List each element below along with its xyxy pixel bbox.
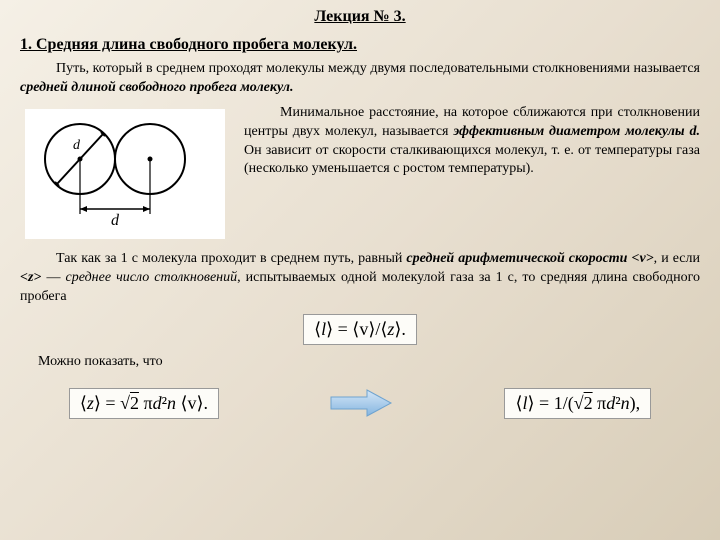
- paragraph-effective-diameter: Минимальное расстояние, на которое сближ…: [244, 104, 700, 244]
- diagram-row: d d Минимальное расстояние, на которое с…: [20, 104, 700, 244]
- molecule-diagram: d d: [20, 104, 230, 244]
- p3-c: , и если: [654, 251, 700, 266]
- p3-e: —: [41, 270, 65, 285]
- section-heading: 1. Средняя длина свободного пробега моле…: [20, 36, 700, 54]
- bottom-formula-row: ⟨z⟩ = √2 πd²n ⟨v⟩. ⟨l⟩ = 1/(√2 πd²n),: [20, 386, 700, 420]
- paragraph-derivation: Так как за 1 с молекула проходит в средн…: [20, 250, 700, 307]
- p1-term: средней длиной свободного пробега молеку…: [20, 80, 293, 95]
- p2-term: эффективным диаметром молекулы d.: [453, 124, 700, 139]
- p2-c: Он зависит от скорости сталкивающихся мо…: [244, 143, 700, 177]
- formula-main-wrap: ⟨l⟩ = ⟨v⟩/⟨z⟩.: [20, 314, 700, 345]
- label-big-d: d: [111, 212, 120, 229]
- p3-d: <z>: [20, 270, 41, 285]
- arrow-icon: [327, 386, 397, 420]
- lecture-title: Лекция № 3.: [20, 8, 700, 26]
- formula-main: ⟨l⟩ = ⟨v⟩/⟨z⟩.: [303, 314, 417, 345]
- p3-b: средней арифметической скорости <v>: [406, 251, 653, 266]
- formula-l: ⟨l⟩ = 1/(√2 πd²n),: [504, 388, 651, 419]
- p3-f: среднее число столкновений: [66, 270, 238, 285]
- paragraph-show: Можно показать, что: [20, 353, 700, 372]
- formula-z: ⟨z⟩ = √2 πd²n ⟨v⟩.: [69, 388, 219, 419]
- label-small-d: d: [73, 138, 81, 153]
- p3-a: Так как за 1 с молекула проходит в средн…: [56, 251, 406, 266]
- paragraph-intro: Путь, который в среднем проходят молекул…: [20, 60, 700, 98]
- p1-text: Путь, который в среднем проходят молекул…: [56, 61, 700, 76]
